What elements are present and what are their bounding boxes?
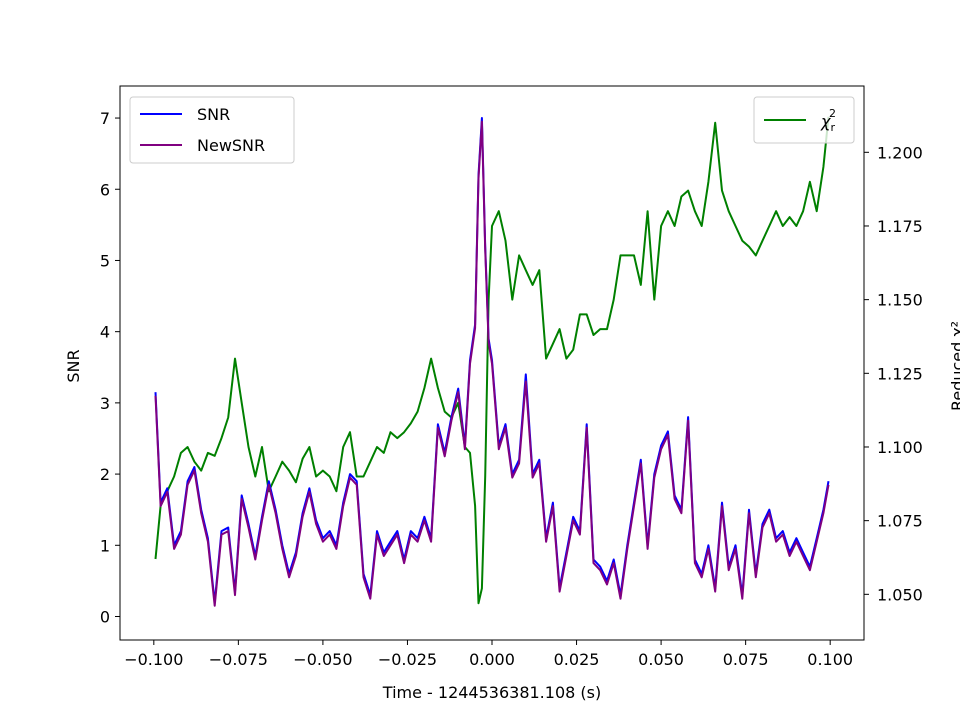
legend-label-chi2-symbol: χ (820, 112, 831, 131)
x-tick-label: −0.025 (378, 650, 437, 669)
x-tick-label: 0.000 (469, 650, 515, 669)
y-left-tick-label: 6 (100, 180, 110, 199)
y-left-tick-label: 5 (100, 251, 110, 270)
x-tick-label: −0.050 (293, 650, 352, 669)
legend-left: SNR NewSNR (129, 96, 295, 164)
x-axis-ticks: −0.100 −0.075 −0.050 −0.025 0.000 0.025 0.050 0… (124, 640, 853, 669)
y-left-tick-label: 4 (100, 323, 110, 342)
y-right-tick-label: 1.075 (877, 512, 923, 531)
y-left-tick-label: 7 (100, 109, 110, 128)
y-right-tick-label: 1.100 (877, 438, 923, 457)
legend-label-newsnr: NewSNR (197, 136, 265, 155)
y-left-tick-label: 0 (100, 608, 110, 627)
legend-label-chi2-sup: 2 (829, 107, 836, 120)
y-left-tick-label: 2 (100, 465, 110, 484)
legend-label-snr: SNR (197, 105, 230, 124)
y-right-axis-ticks: 1.050 1.075 1.100 1.125 1.150 1.175 1.200 (864, 143, 923, 604)
plot-area (154, 116, 830, 607)
y-left-tick-label: 3 (100, 394, 110, 413)
legend-label-chi2: χr2 (820, 107, 836, 134)
x-tick-label: 0.025 (554, 650, 600, 669)
x-tick-label: 0.050 (638, 650, 684, 669)
series-line-newsnr (154, 120, 830, 607)
x-axis-label: Time - 1244536381.108 (s) (382, 683, 601, 702)
x-tick-label: 0.075 (723, 650, 769, 669)
y-left-axis-label: SNR (64, 349, 83, 382)
y-right-tick-label: 1.200 (877, 143, 923, 162)
y-right-tick-label: 1.150 (877, 291, 923, 310)
y-left-tick-label: 1 (100, 536, 110, 555)
x-tick-label: −0.075 (209, 650, 268, 669)
y-left-axis-ticks: 0 1 2 3 4 5 6 7 (100, 109, 120, 627)
x-tick-label: −0.100 (124, 650, 183, 669)
legend-label-chi2-sub: r (830, 121, 835, 134)
legend-right: χr2 (753, 96, 855, 144)
y-right-tick-label: 1.050 (877, 585, 923, 604)
y-right-axis-label: Reduced χ² (948, 321, 960, 411)
y-right-tick-label: 1.125 (877, 364, 923, 383)
x-tick-label: 0.100 (807, 650, 853, 669)
y-right-tick-label: 1.175 (877, 217, 923, 236)
